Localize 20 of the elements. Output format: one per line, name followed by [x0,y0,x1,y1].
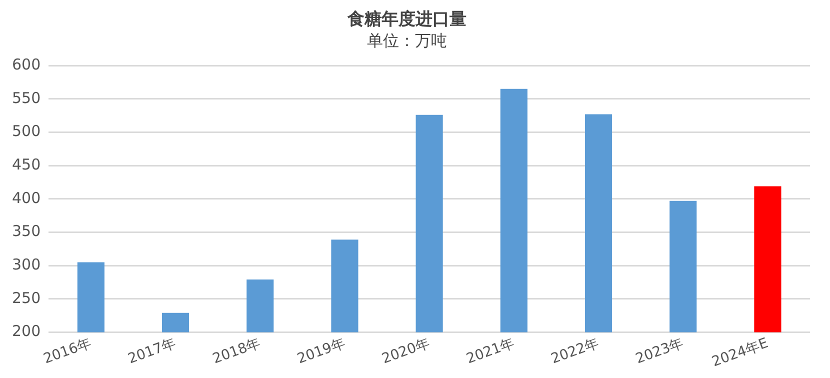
x-tick-label: 2019年 [295,335,348,368]
chart-subtitle: 单位：万吨 [367,31,447,50]
x-tick-label: 2021年 [464,335,517,368]
x-tick-label: 2018年 [210,335,263,368]
y-tick-label: 600 [12,55,41,74]
y-tick-label: 200 [12,322,41,340]
x-tick-label: 2024年E [710,335,770,370]
y-tick-label: 450 [12,155,41,174]
y-tick-label: 300 [12,255,41,274]
x-tick-label: 2016年 [41,335,94,368]
y-tick-label: 550 [12,88,41,107]
y-tick-label: 400 [12,188,41,207]
x-tick-label: 2020年 [380,335,432,368]
x-tick-label: 2017年 [126,335,178,368]
y-tick-label: 250 [12,288,41,307]
x-tick-label: 2023年 [634,335,686,368]
x-tick-label: 2022年 [549,335,602,368]
y-tick-label: 350 [12,222,41,240]
chart-title: 食糖年度进口量 [346,10,466,30]
y-tick-label: 500 [12,122,41,140]
